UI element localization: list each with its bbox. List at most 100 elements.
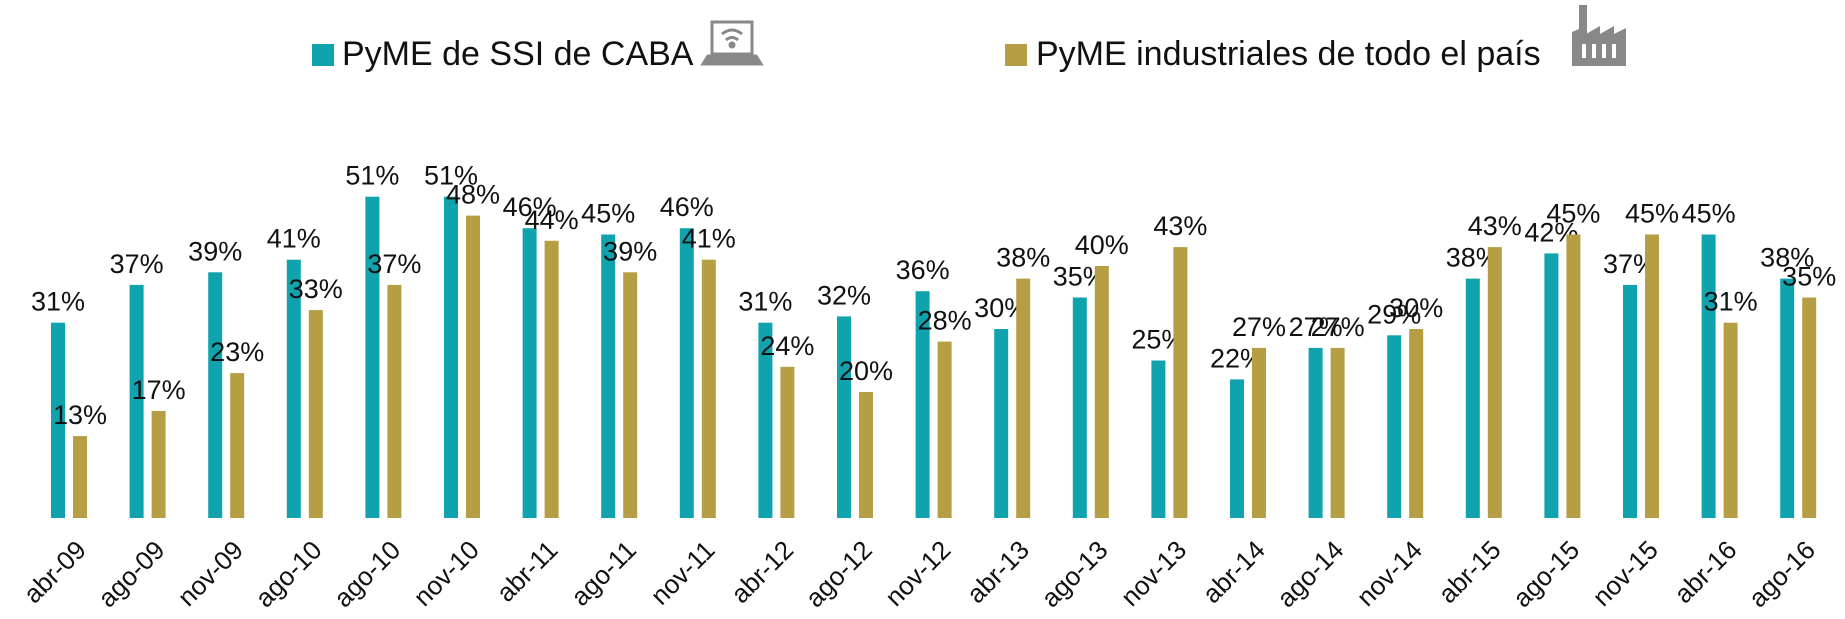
- data-label: 45%: [1625, 199, 1679, 229]
- bar: [1151, 360, 1166, 518]
- x-tick-label: ago-12: [799, 535, 877, 613]
- data-label: 43%: [1468, 211, 1522, 241]
- bar: [73, 436, 87, 518]
- x-tick-label: nov-12: [879, 535, 956, 612]
- data-label: 31%: [31, 287, 85, 317]
- x-tick-label: abr-12: [725, 535, 799, 609]
- data-label: 37%: [367, 249, 421, 279]
- data-label: 36%: [896, 255, 950, 285]
- bar: [1173, 247, 1188, 518]
- bar: [1330, 347, 1345, 518]
- legend-label: PyME industriales de todo el país: [1036, 35, 1541, 73]
- bar: [758, 322, 773, 518]
- data-label: 33%: [289, 274, 343, 304]
- data-label: 31%: [1704, 287, 1758, 317]
- data-label: 17%: [132, 375, 186, 405]
- bar: [1387, 335, 1402, 518]
- bar: [230, 373, 245, 518]
- legend-swatch: [1005, 44, 1027, 66]
- data-label: 44%: [525, 205, 579, 235]
- x-tick-label: abr-15: [1432, 535, 1506, 609]
- x-tick-label: ago-13: [1035, 535, 1113, 613]
- data-label: 46%: [503, 192, 557, 222]
- x-tick-label: ago-14: [1271, 535, 1349, 613]
- data-label: 27%: [1232, 312, 1286, 342]
- x-tick-label: ago-10: [249, 535, 327, 613]
- data-label: 45%: [1546, 199, 1600, 229]
- x-tick-label: nov-10: [407, 535, 484, 612]
- bar: [51, 322, 65, 518]
- data-label: 48%: [446, 180, 500, 210]
- bar: [1016, 278, 1031, 518]
- data-label: 43%: [1153, 211, 1207, 241]
- data-label: 51%: [424, 161, 478, 191]
- bar: [1802, 297, 1817, 518]
- data-label: 39%: [603, 236, 657, 266]
- bar: [151, 410, 166, 518]
- data-label: 37%: [110, 249, 164, 279]
- bar: [1409, 329, 1424, 518]
- x-tick-label: nov-15: [1586, 535, 1663, 612]
- x-tick-label: abr-16: [1668, 535, 1742, 609]
- data-label: 45%: [1682, 199, 1736, 229]
- data-label: 41%: [267, 224, 321, 254]
- bar: [129, 284, 144, 518]
- data-label: 32%: [817, 280, 871, 310]
- x-tick-label: nov-11: [645, 535, 721, 611]
- bar: [1072, 297, 1087, 518]
- bar: [1252, 347, 1266, 518]
- bar: [444, 196, 458, 518]
- bar: [859, 392, 873, 518]
- bar: [522, 228, 537, 518]
- data-label: 30%: [1389, 293, 1443, 323]
- data-label: 27%: [1289, 312, 1343, 342]
- data-label: 51%: [345, 161, 399, 191]
- bar: [1487, 247, 1502, 518]
- bar: [679, 228, 694, 518]
- bar: [1623, 284, 1637, 518]
- data-label: 29%: [1367, 299, 1421, 329]
- data-label: 13%: [53, 400, 107, 430]
- data-label: 39%: [188, 236, 242, 266]
- bar: [780, 366, 795, 518]
- bar: [623, 272, 638, 518]
- bar: [1465, 278, 1480, 518]
- bar: [365, 196, 380, 518]
- x-tick-label: ago-15: [1507, 535, 1585, 613]
- data-label: 38%: [1760, 243, 1814, 273]
- bar: [466, 215, 480, 518]
- legend-label: PyME de SSI de CABA: [342, 35, 694, 73]
- bar: [994, 329, 1009, 518]
- bar: [1566, 234, 1581, 518]
- bar: [837, 316, 851, 518]
- data-label: 28%: [918, 306, 972, 336]
- x-tick-label: abr-09: [17, 535, 91, 609]
- x-tick-label: abr-13: [961, 535, 1035, 609]
- data-label: 20%: [839, 356, 893, 386]
- bar: [915, 291, 930, 518]
- x-tick-label: nov-14: [1351, 535, 1428, 612]
- legend-swatch: [312, 44, 334, 66]
- data-label: 38%: [996, 243, 1050, 273]
- data-label: 40%: [1075, 230, 1129, 260]
- bar: [1701, 234, 1716, 518]
- bar: [1645, 234, 1659, 518]
- bar: [387, 284, 402, 518]
- bar: [1723, 322, 1738, 518]
- data-label: 46%: [660, 192, 714, 222]
- data-label: 24%: [760, 331, 814, 361]
- data-label: 23%: [210, 337, 264, 367]
- bar: [308, 310, 323, 518]
- x-tick-label: ago-10: [328, 535, 406, 613]
- bar: [701, 259, 716, 518]
- bar: [1094, 266, 1109, 518]
- factory-icon: [1572, 5, 1626, 66]
- x-tick-label: ago-09: [92, 535, 170, 613]
- legend: PyME de SSI de CABA PyME industriales de…: [312, 5, 1626, 73]
- bar: [1780, 278, 1795, 518]
- bar: [208, 272, 223, 518]
- x-tick-label: nov-13: [1115, 535, 1192, 612]
- bar: [1230, 379, 1244, 518]
- x-tick-label: ago-16: [1743, 535, 1821, 613]
